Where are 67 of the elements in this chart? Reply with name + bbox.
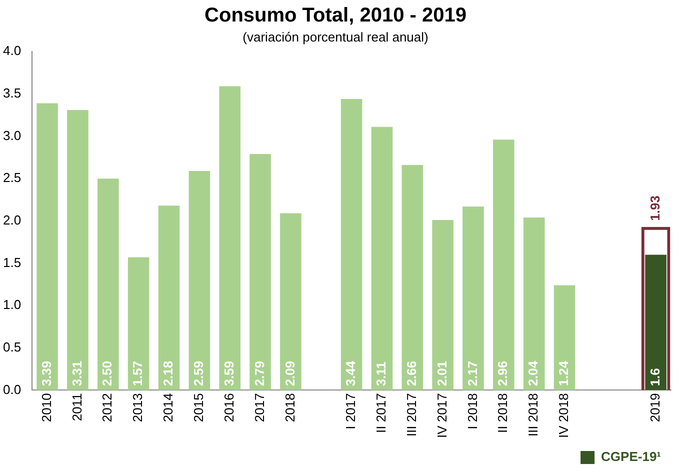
y-tick-label: 4.0: [2, 43, 22, 58]
x-tick-label: I 2017: [343, 393, 358, 430]
data-label: 2.01: [434, 360, 450, 386]
chart-title: Consumo Total, 2010 - 2019: [204, 4, 466, 27]
bar: [554, 285, 576, 390]
data-label: 2.04: [526, 360, 541, 386]
x-tick-label: II 2017: [374, 393, 389, 433]
data-label: 2.66: [404, 360, 419, 386]
data-label: 2.96: [495, 360, 510, 386]
y-tick-label: 0.5: [2, 339, 22, 354]
x-tick-label: IV 2018: [556, 393, 572, 438]
bar: [493, 140, 514, 390]
y-tick-label: 0.0: [2, 382, 22, 397]
data-label: 2.50: [100, 360, 115, 386]
bar: [462, 206, 484, 390]
y-tick-label: 1.0: [2, 297, 22, 312]
data-label: 2.09: [282, 360, 298, 386]
bar: [280, 213, 302, 390]
x-tick-label: 2010: [38, 393, 54, 422]
bar: [645, 254, 666, 390]
data-label: 3.39: [38, 360, 54, 386]
x-tick-label: III 2018: [526, 393, 541, 437]
y-tick-label: 1.5: [2, 254, 22, 270]
data-label: 3.31: [69, 360, 84, 386]
data-label: 1.57: [130, 360, 146, 386]
x-tick-label: 2018: [282, 393, 298, 422]
x-tick-label: 2015: [190, 393, 206, 422]
x-tick-label: 2019: [647, 393, 662, 422]
data-label: 3.44: [343, 360, 358, 386]
data-label: 2.59: [190, 360, 206, 386]
data-label: 2.17: [464, 360, 480, 386]
x-tick-label: 2016: [221, 393, 236, 422]
x-tick-label: 2017: [252, 393, 267, 422]
bar: [219, 86, 240, 390]
bar: [97, 178, 119, 390]
y-tick-label: 3.5: [2, 86, 22, 100]
data-label: 3.59: [221, 360, 236, 386]
y-tick-label: 3.0: [2, 128, 22, 143]
x-tick-label: III 2017: [404, 393, 419, 437]
x-tick-label: 2013: [130, 393, 146, 422]
x-tick-label: 2014: [160, 393, 176, 422]
bar: [371, 126, 393, 390]
x-tick-label: II 2018: [495, 393, 510, 433]
data-label: 2.79: [252, 360, 267, 386]
bar: [36, 103, 58, 390]
bar: [188, 170, 210, 390]
bar: [340, 99, 362, 390]
bar: [158, 206, 180, 390]
data-label: 1.93: [647, 196, 662, 221]
bar: [432, 220, 454, 390]
y-tick-label: 2.5: [2, 170, 22, 186]
y-tick-label: 2.0: [2, 212, 22, 228]
data-label: 1.24: [556, 360, 572, 386]
data-label: 2.18: [160, 360, 176, 386]
legend-label: CGPE-19¹: [601, 449, 662, 464]
bar: [523, 218, 545, 390]
x-tick-label: I 2018: [464, 393, 480, 430]
x-tick-label: 2012: [100, 393, 115, 422]
bar: [67, 110, 88, 390]
bar: [250, 154, 271, 390]
bar: [128, 257, 150, 390]
x-tick-label: 2011: [69, 393, 84, 422]
x-tick-label: IV 2017: [434, 393, 450, 438]
data-label: 3.11: [374, 362, 389, 386]
chart-subtitle: (variación porcentual real anual): [242, 29, 428, 44]
bar: [402, 165, 424, 390]
data-label: 1.6: [647, 368, 662, 386]
